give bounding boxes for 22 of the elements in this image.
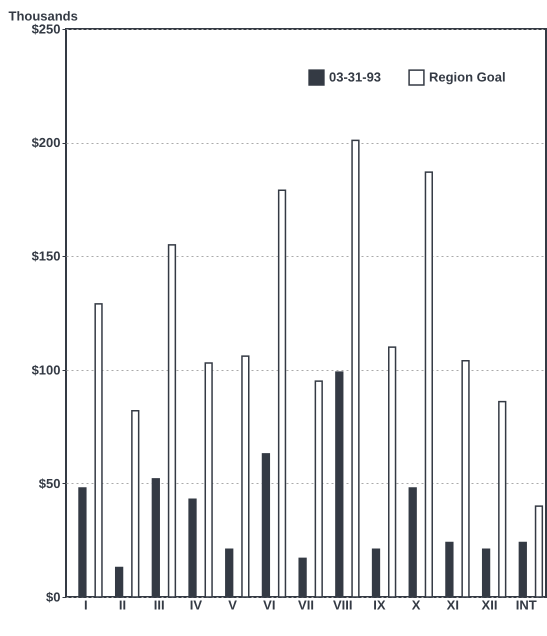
y-tick-label: $200 <box>32 135 60 150</box>
x-tick-label: XII <box>482 598 498 612</box>
y-axis-title: Thousands <box>8 8 78 24</box>
y-tick-label: $250 <box>32 22 60 36</box>
y-tick-label: $100 <box>32 362 60 378</box>
x-tick-label: II <box>118 598 126 612</box>
x-tick-label: VII <box>298 598 314 612</box>
x-tick-label: VI <box>263 598 276 612</box>
x-tick-label: V <box>228 598 238 612</box>
x-tick-label: VIII <box>332 598 352 612</box>
x-tick-label: III <box>154 598 165 612</box>
x-tick-label: INT <box>516 598 537 612</box>
legend-label: Region Goal <box>429 70 506 85</box>
x-tick-label: X <box>412 598 421 612</box>
y-tick-label: $0 <box>46 590 60 604</box>
x-tick-label: I <box>84 598 88 612</box>
y-tick-label: $50 <box>38 476 60 491</box>
x-tick-label: XI <box>446 598 459 612</box>
x-tick-label: IX <box>373 598 386 612</box>
x-tick-label: IV <box>190 598 202 612</box>
legend-label: 03-31-93 <box>329 70 382 85</box>
y-tick-label: $150 <box>32 248 60 264</box>
